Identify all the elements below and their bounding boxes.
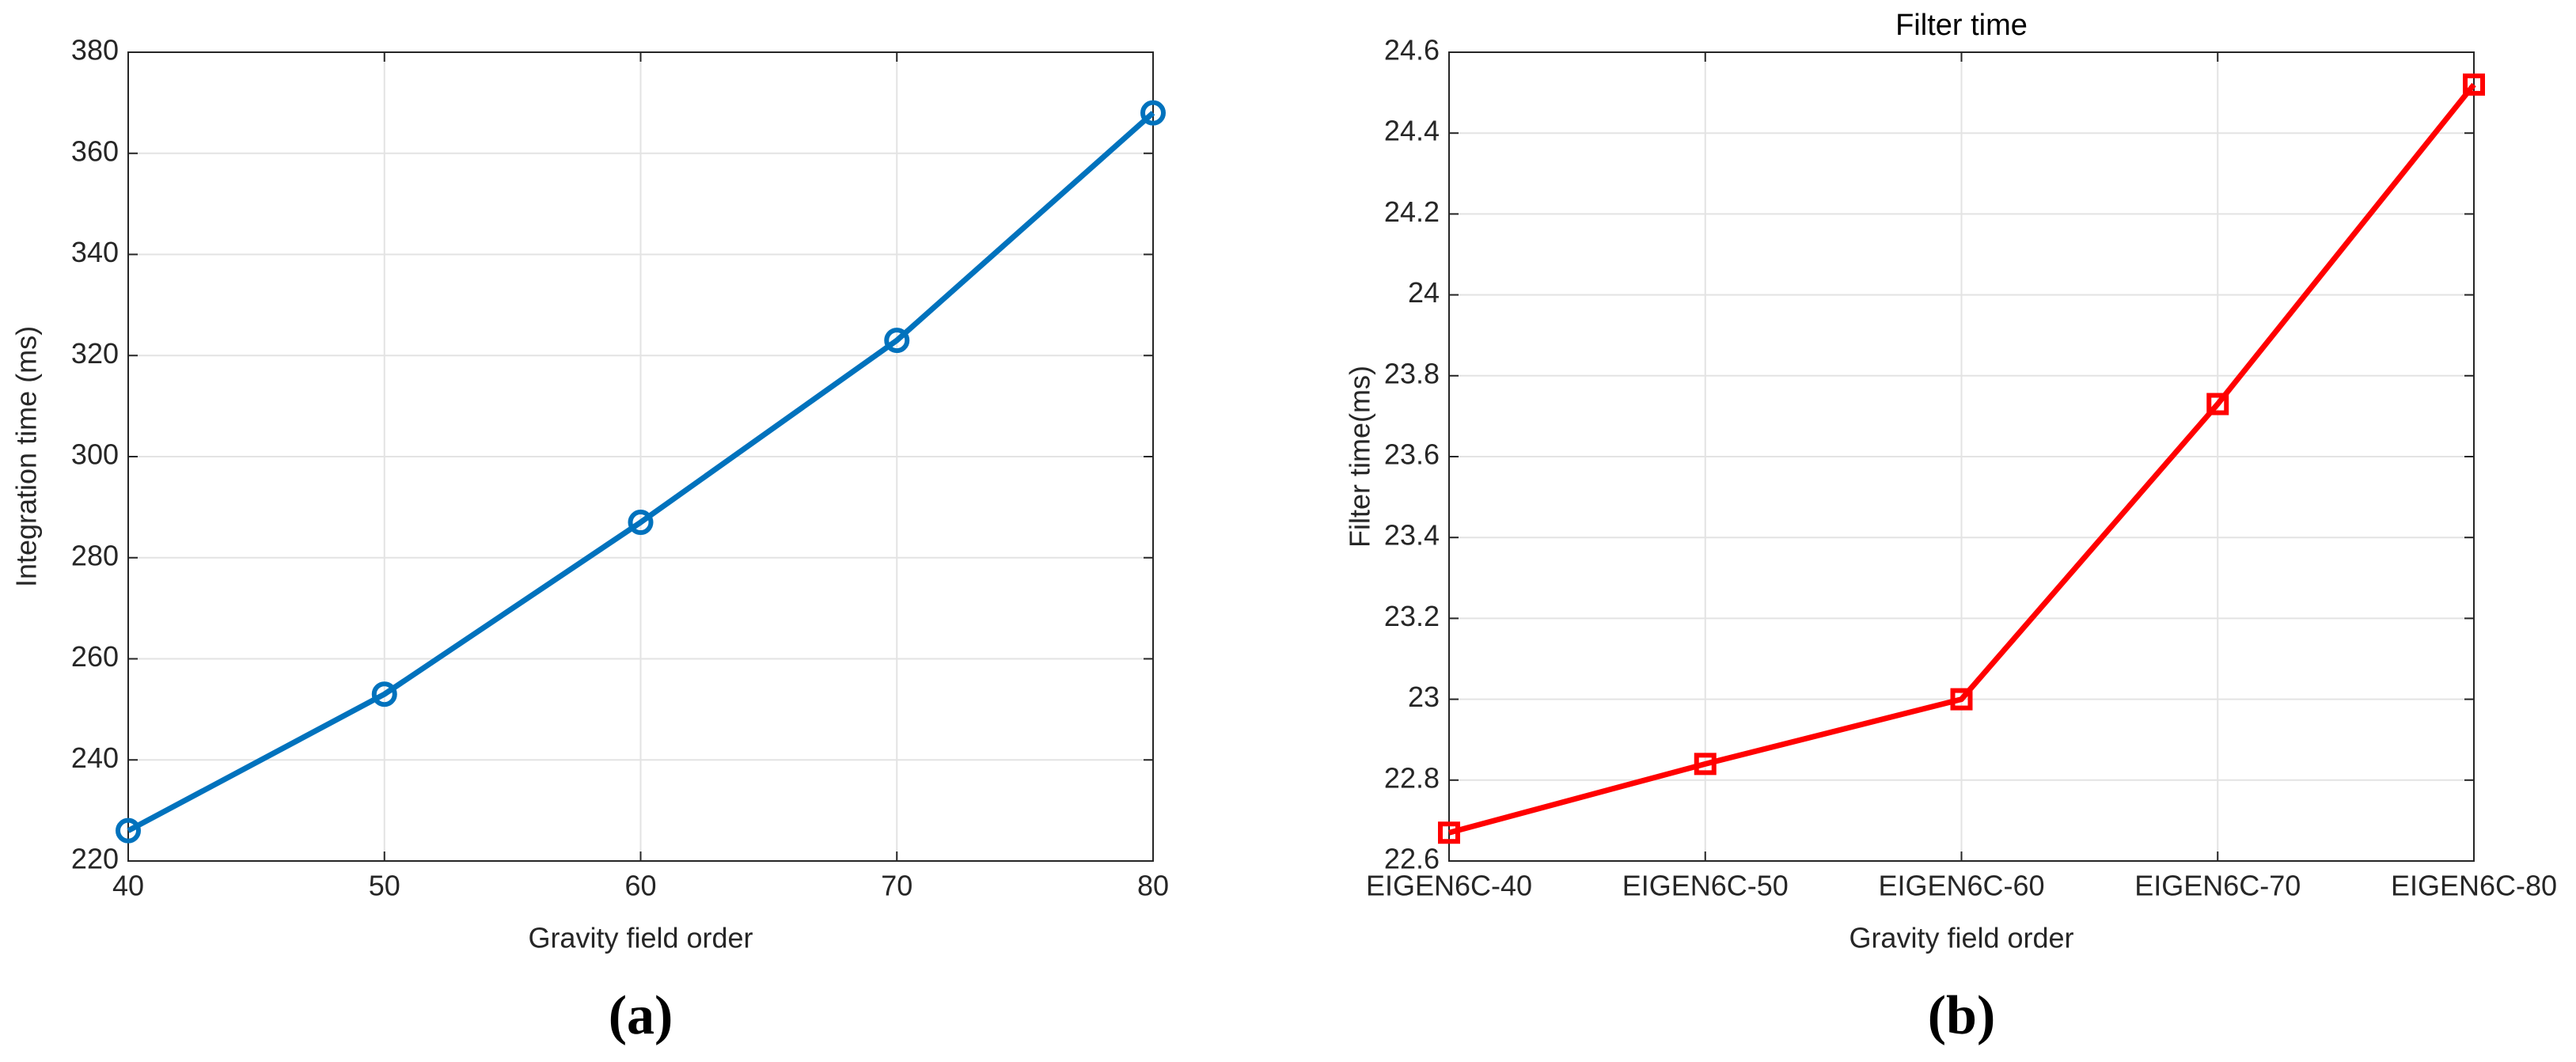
marker <box>371 681 397 707</box>
y-tick-label: 260 <box>71 640 119 673</box>
x-tick-label: 50 <box>369 870 400 902</box>
x-tick-label: EIGEN6C-70 <box>2134 870 2301 902</box>
marker <box>1950 688 1973 711</box>
x-axis-label: Gravity field order <box>1849 922 2073 954</box>
y-tick-label: 300 <box>71 438 119 471</box>
y-tick-label: 24.4 <box>1384 115 1440 147</box>
y-tick-label: 24.2 <box>1384 195 1440 228</box>
panel-caption: (a) <box>609 985 673 1046</box>
y-tick-label: 24.6 <box>1384 34 1440 66</box>
x-tick-label: 70 <box>881 870 912 902</box>
x-tick-label: 40 <box>112 870 144 902</box>
y-axis-label: Filter time(ms) <box>1344 366 1376 548</box>
marker <box>1694 753 1717 776</box>
panel-caption: (b) <box>1928 985 1996 1046</box>
chart-title: Filter time <box>1895 9 2028 42</box>
marker <box>2206 393 2229 415</box>
x-tick-label: 80 <box>1137 870 1169 902</box>
data-line <box>1448 82 2476 836</box>
axes-box <box>127 51 1154 862</box>
x-tick-label: EIGEN6C-50 <box>1622 870 1789 902</box>
x-tick-label: EIGEN6C-60 <box>1878 870 2044 902</box>
x-tick-label: EIGEN6C-80 <box>2391 870 2557 902</box>
marker <box>628 510 654 536</box>
y-tick-label: 23.4 <box>1384 519 1440 552</box>
data-line <box>127 111 1155 833</box>
x-tick-label: EIGEN6C-40 <box>1366 870 1532 902</box>
y-tick-label: 24 <box>1408 276 1440 309</box>
marker <box>1140 100 1166 126</box>
y-tick-label: 320 <box>71 337 119 370</box>
axes-box <box>1448 51 2475 862</box>
y-tick-label: 22.6 <box>1384 843 1440 875</box>
y-tick-label: 23.2 <box>1384 600 1440 632</box>
x-axis-label: Gravity field order <box>528 922 753 954</box>
x-tick-label: 60 <box>624 870 656 902</box>
marker <box>2463 73 2485 96</box>
y-tick-label: 23 <box>1408 681 1440 713</box>
y-tick-label: 360 <box>71 135 119 167</box>
y-tick-label: 280 <box>71 539 119 571</box>
y-axis-label: Integration time (ms) <box>10 326 43 587</box>
y-tick-label: 22.8 <box>1384 761 1440 794</box>
marker <box>884 328 910 354</box>
y-tick-label: 23.6 <box>1384 438 1440 471</box>
y-tick-label: 340 <box>71 236 119 268</box>
marker <box>1438 821 1460 844</box>
marker <box>116 817 141 844</box>
y-tick-label: 240 <box>71 742 119 774</box>
y-tick-label: 380 <box>71 34 119 66</box>
y-tick-label: 220 <box>71 843 119 875</box>
chart-panel: 22.6 22.8 23 23.2 23.4 23.6 23.8 24 24.2 24.4 24.6… <box>1344 9 2558 1046</box>
chart-panel: 220 240 260 280 300 320 340 360 380 40 50 60 70 80 Gra… <box>10 34 1170 1047</box>
y-tick-label: 23.8 <box>1384 357 1440 389</box>
